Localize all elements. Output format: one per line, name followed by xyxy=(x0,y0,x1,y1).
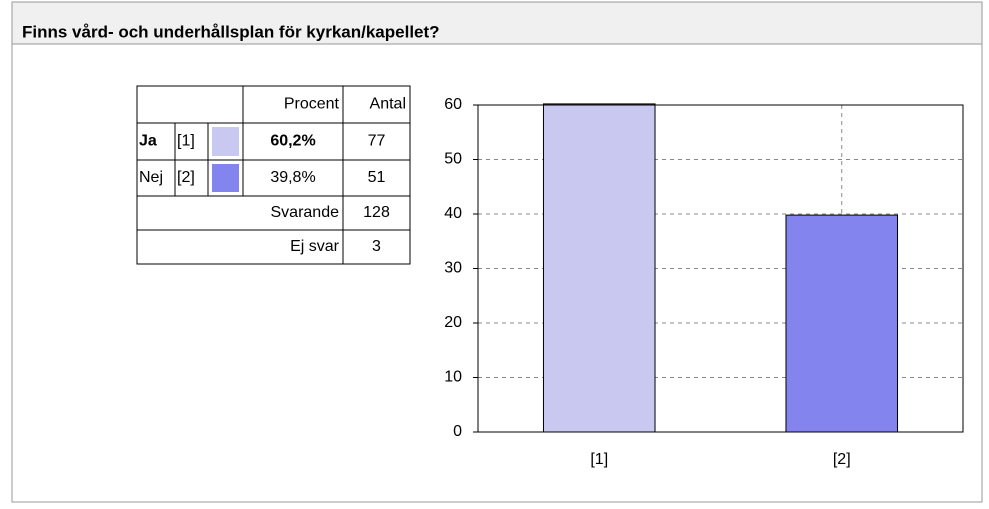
table-cell xyxy=(136,85,244,124)
y-tick-label: 60 xyxy=(444,96,462,113)
table-cell xyxy=(242,122,344,161)
y-tick-label: 0 xyxy=(453,423,462,440)
bar xyxy=(542,103,656,433)
x-tick-label: [1] xyxy=(590,451,608,468)
y-tick-label: 20 xyxy=(444,314,462,331)
table-cell xyxy=(136,229,344,265)
total-label: Ej svar xyxy=(290,238,340,255)
row-label: Ja xyxy=(139,133,157,150)
y-tick-label: 10 xyxy=(444,369,462,386)
y-tick-label: 30 xyxy=(444,260,462,277)
header-bar xyxy=(11,1,983,45)
total-label: Svarande xyxy=(271,204,340,221)
legend-swatch xyxy=(212,164,239,192)
bar xyxy=(785,214,899,433)
table-cell xyxy=(174,122,209,161)
table-cell xyxy=(136,159,176,197)
row-percent: 60,2% xyxy=(270,133,315,150)
row-code: [2] xyxy=(177,169,195,186)
header-title: Finns vård- och underhållsplan för kyrka… xyxy=(22,22,440,41)
column-header: Procent xyxy=(284,96,340,113)
legend-swatch xyxy=(212,127,239,156)
plot-frame xyxy=(477,104,964,433)
y-tick-label: 50 xyxy=(444,151,462,168)
y-tick-label: 40 xyxy=(444,205,462,222)
row-count: 77 xyxy=(368,133,386,150)
x-tick-label: [2] xyxy=(833,451,851,468)
table-cell xyxy=(342,159,411,197)
chart: 0 10 20 30 40 50 60 [1] [2] xyxy=(444,96,964,468)
table-cell xyxy=(242,85,344,124)
table-cell xyxy=(342,229,411,265)
total-count: 3 xyxy=(372,238,381,255)
row-percent: 39,8% xyxy=(270,169,315,186)
table-cell xyxy=(342,85,411,124)
row-label: Nej xyxy=(139,169,163,186)
table: Procent Antal Ja [1] 60,2% 77 Nej [2] 39,8% 51 Sva… xyxy=(136,85,411,265)
table-cell xyxy=(342,195,411,231)
row-count: 51 xyxy=(368,169,386,186)
total-count: 128 xyxy=(363,204,390,221)
row-code: [1] xyxy=(177,133,195,150)
column-header: Antal xyxy=(370,96,406,113)
